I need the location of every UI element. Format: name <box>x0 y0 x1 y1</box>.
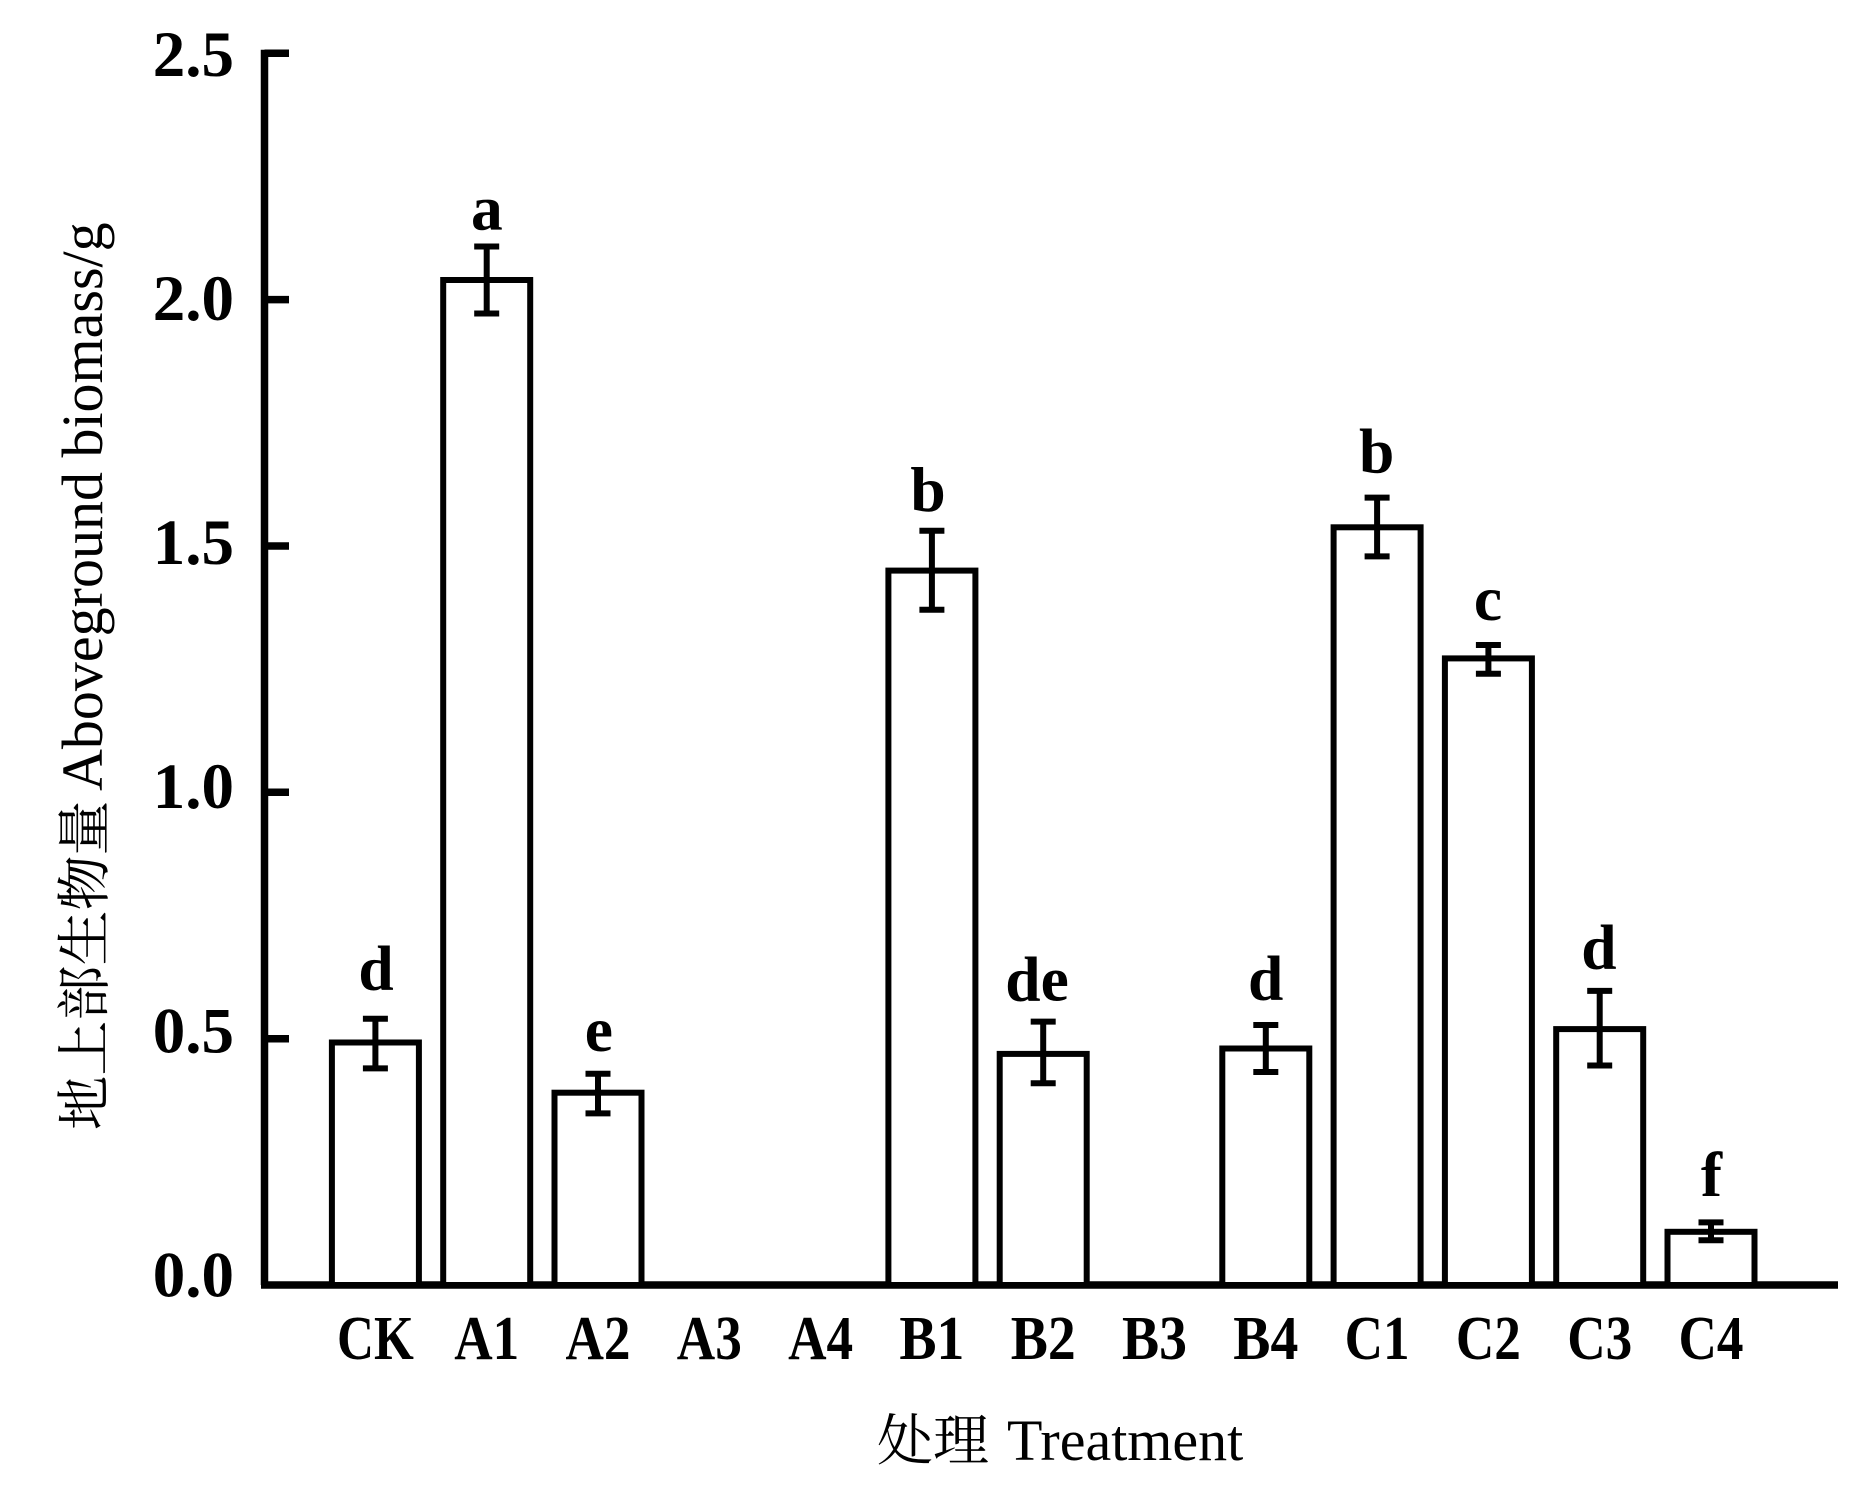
svg-text:A3: A3 <box>677 1305 742 1373</box>
svg-text:d: d <box>1581 912 1616 983</box>
svg-text:1.5: 1.5 <box>153 507 234 579</box>
svg-text:B4: B4 <box>1233 1305 1298 1373</box>
svg-text:de: de <box>1005 944 1069 1015</box>
svg-text:c: c <box>1474 563 1502 634</box>
svg-text:a: a <box>471 173 503 244</box>
svg-text:C2: C2 <box>1456 1305 1521 1373</box>
svg-text:CK: CK <box>337 1305 414 1373</box>
svg-text:b: b <box>1359 416 1394 487</box>
svg-text:2.5: 2.5 <box>153 19 234 91</box>
svg-text:C3: C3 <box>1567 1305 1632 1373</box>
svg-text:e: e <box>585 994 613 1065</box>
svg-text:A2: A2 <box>566 1305 631 1373</box>
svg-text:Aboveground biomass/g: Aboveground biomass/g <box>50 222 115 791</box>
svg-text:Treatment: Treatment <box>1007 1408 1243 1473</box>
svg-text:A4: A4 <box>788 1305 853 1373</box>
svg-text:B2: B2 <box>1011 1305 1076 1373</box>
svg-text:2.0: 2.0 <box>153 263 234 335</box>
svg-text:d: d <box>1248 943 1283 1014</box>
svg-text:A1: A1 <box>454 1305 519 1373</box>
svg-text:C4: C4 <box>1679 1305 1744 1373</box>
svg-text:d: d <box>358 932 393 1003</box>
svg-text:0.0: 0.0 <box>153 1240 234 1312</box>
svg-text:1.0: 1.0 <box>153 751 234 823</box>
svg-text:f: f <box>1701 1139 1723 1210</box>
svg-text:b: b <box>910 454 945 525</box>
svg-text:B3: B3 <box>1122 1305 1187 1373</box>
svg-text:B1: B1 <box>899 1305 964 1373</box>
svg-text:C1: C1 <box>1345 1305 1410 1373</box>
svg-text:0.5: 0.5 <box>153 995 234 1067</box>
